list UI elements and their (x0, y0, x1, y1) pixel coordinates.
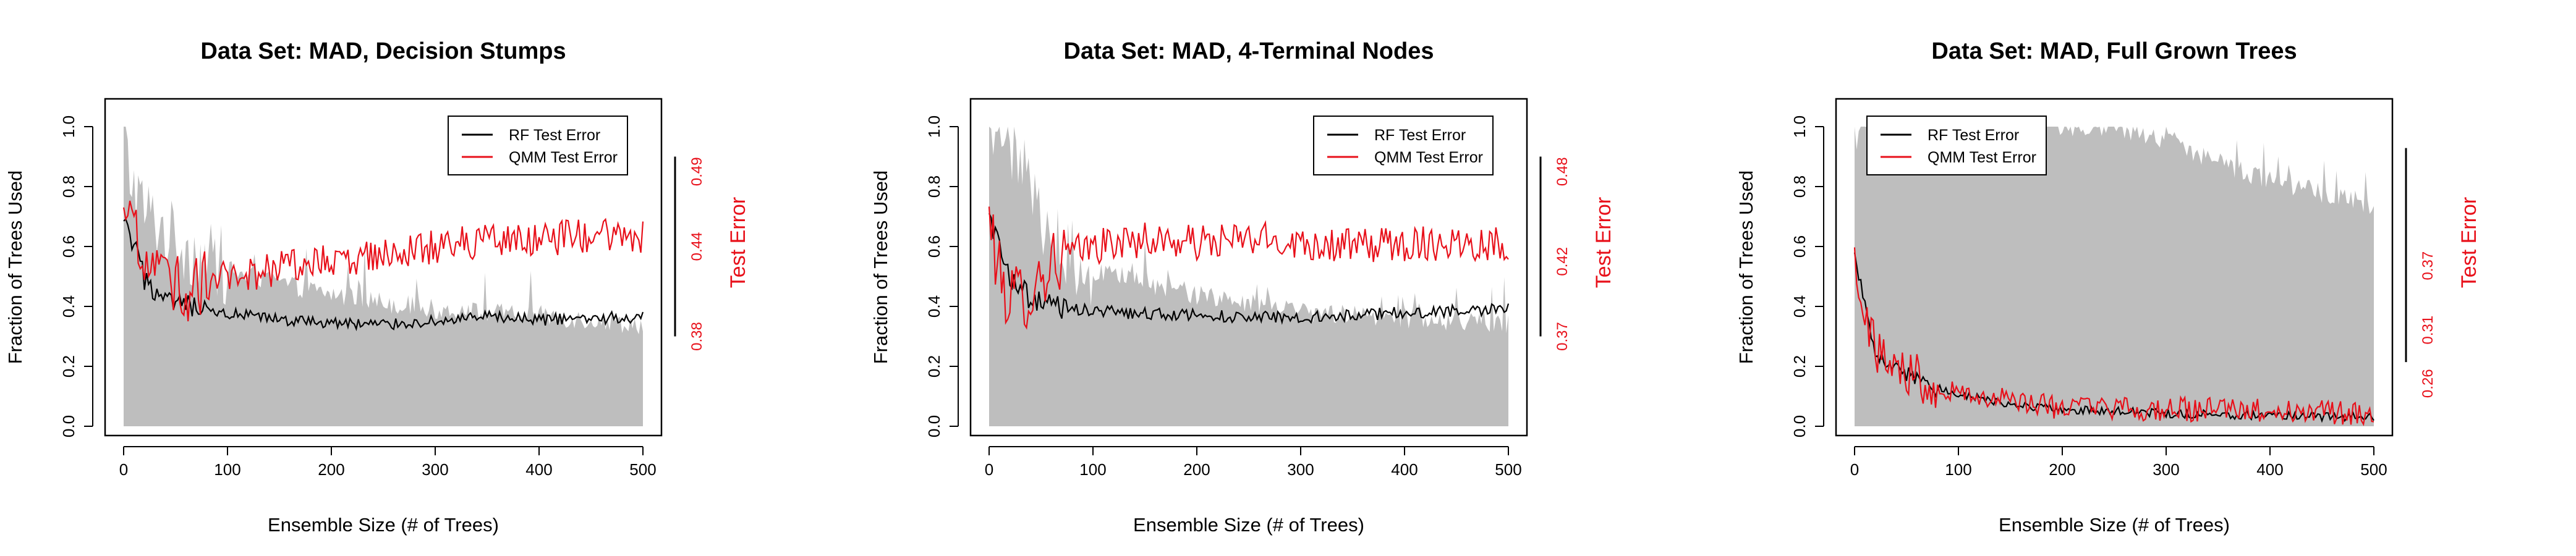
legend: RF Test Error QMM Test Error (448, 116, 628, 175)
y-tick-label: 0.4 (1790, 295, 1809, 318)
x-tick-label: 0 (1850, 460, 1859, 479)
legend-rf-label: RF Test Error (509, 127, 600, 144)
x-tick-label: 400 (1391, 460, 1418, 479)
x-tick-label: 300 (422, 460, 448, 479)
x-tick-label: 300 (2153, 460, 2179, 479)
rf-test-error-line (988, 213, 1510, 325)
y2-tick-label: 0.37 (2420, 251, 2436, 280)
x-tick-label: 400 (525, 460, 552, 479)
legend-qmm-label: QMM Test Error (1374, 149, 1483, 166)
x-axis-label: Ensemble Size (# of Trees) (268, 514, 499, 536)
legend-box (448, 116, 628, 175)
chart-panel-3: Data Set: MAD, Full Grown Trees 0 100 200 30… (1735, 38, 2481, 536)
y2-tick-label: 0.26 (2420, 369, 2436, 398)
x-tick-label: 100 (1945, 460, 1971, 479)
x-axis-label: Ensemble Size (# of Trees) (1133, 514, 1364, 536)
y-tick-label: 0.4 (925, 295, 943, 318)
legend-qmm-label: QMM Test Error (1928, 149, 2036, 166)
y-axis-label: Fraction of Trees Used (1735, 171, 1757, 364)
fraction-used-area (124, 127, 643, 426)
fraction-used-area (989, 127, 1508, 426)
plot-frame (969, 98, 1528, 437)
legend-rf-label: RF Test Error (1928, 127, 2019, 144)
y2-tick-label: 0.42 (1554, 247, 1571, 276)
y2-tick-label: 0.37 (1554, 322, 1571, 351)
y2-tick-label: 0.44 (689, 232, 705, 261)
y2-axis-label: Test Error (1592, 197, 1615, 288)
x-tick-label: 500 (1495, 460, 1521, 479)
legend-box (1866, 116, 2047, 175)
x-tick-label: 400 (2256, 460, 2283, 479)
qmm-test-error-line (1853, 247, 2374, 426)
y2-axis-label: Test Error (2457, 197, 2481, 288)
y-tick-label: 0.6 (59, 235, 78, 258)
plot-frame (104, 98, 663, 437)
x-tick-label: 200 (318, 460, 344, 479)
x-axis-label: Ensemble Size (# of Trees) (1999, 514, 2230, 536)
y2-tick-label: 0.38 (689, 322, 705, 351)
fraction-used-area (1855, 127, 2374, 426)
x-tick-label: 200 (1183, 460, 1210, 479)
rf-test-error-line (1853, 252, 2374, 423)
y-axis-label: Fraction of Trees Used (870, 171, 891, 364)
y-tick-label: 0.8 (59, 175, 78, 198)
legend: RF Test Error QMM Test Error (1313, 116, 1494, 175)
legend: RF Test Error QMM Test Error (1866, 116, 2047, 175)
chart-panel-2: Data Set: MAD, 4-Terminal Nodes 0 100 200 30… (870, 38, 1615, 536)
y-tick-label: 0.4 (59, 295, 78, 318)
x-tick-label: 300 (1287, 460, 1314, 479)
chart-title: Data Set: MAD, Full Grown Trees (1931, 38, 2297, 64)
x-tick-label: 500 (629, 460, 656, 479)
x-tick-label: 0 (985, 460, 993, 479)
y-tick-label: 0.0 (59, 415, 78, 437)
chart-title: Data Set: MAD, 4-Terminal Nodes (1064, 38, 1434, 64)
y-tick-label: 0.8 (925, 175, 943, 198)
legend-box (1313, 116, 1494, 175)
y-tick-label: 0.6 (925, 235, 943, 258)
y-tick-label: 0.2 (1790, 355, 1809, 377)
x-tick-label: 500 (2360, 460, 2387, 479)
y-tick-label: 0.8 (1790, 175, 1809, 198)
rf-test-error-line (123, 217, 644, 332)
y-axis-label: Fraction of Trees Used (4, 171, 26, 364)
y2-tick-label: 0.31 (2420, 316, 2436, 345)
x-tick-label: 200 (2049, 460, 2075, 479)
x-tick-label: 0 (119, 460, 128, 479)
qmm-test-error-line (988, 206, 1509, 330)
plot-frame (1835, 98, 2394, 437)
y2-tick-label: 0.48 (1554, 157, 1571, 186)
y-tick-label: 0.2 (59, 355, 78, 377)
x-tick-label: 100 (1079, 460, 1106, 479)
y-tick-label: 0.6 (1790, 235, 1809, 258)
y-tick-label: 0.0 (1790, 415, 1809, 437)
legend-rf-label: RF Test Error (1374, 127, 1466, 144)
y2-axis-label: Test Error (726, 197, 750, 288)
qmm-test-error-line (122, 200, 644, 322)
x-tick-label: 100 (214, 460, 240, 479)
y-tick-label: 1.0 (925, 116, 943, 138)
chart-panel-1: Data Set: MAD, Decision Stumps 0 100 200 300… (4, 38, 750, 536)
y-tick-label: 1.0 (59, 116, 78, 138)
y-tick-label: 1.0 (1790, 116, 1809, 138)
y-tick-label: 0.2 (925, 355, 943, 377)
chart-title: Data Set: MAD, Decision Stumps (200, 38, 566, 64)
y-tick-label: 0.0 (925, 415, 943, 437)
y2-tick-label: 0.49 (689, 157, 705, 186)
legend-qmm-label: QMM Test Error (509, 149, 618, 166)
